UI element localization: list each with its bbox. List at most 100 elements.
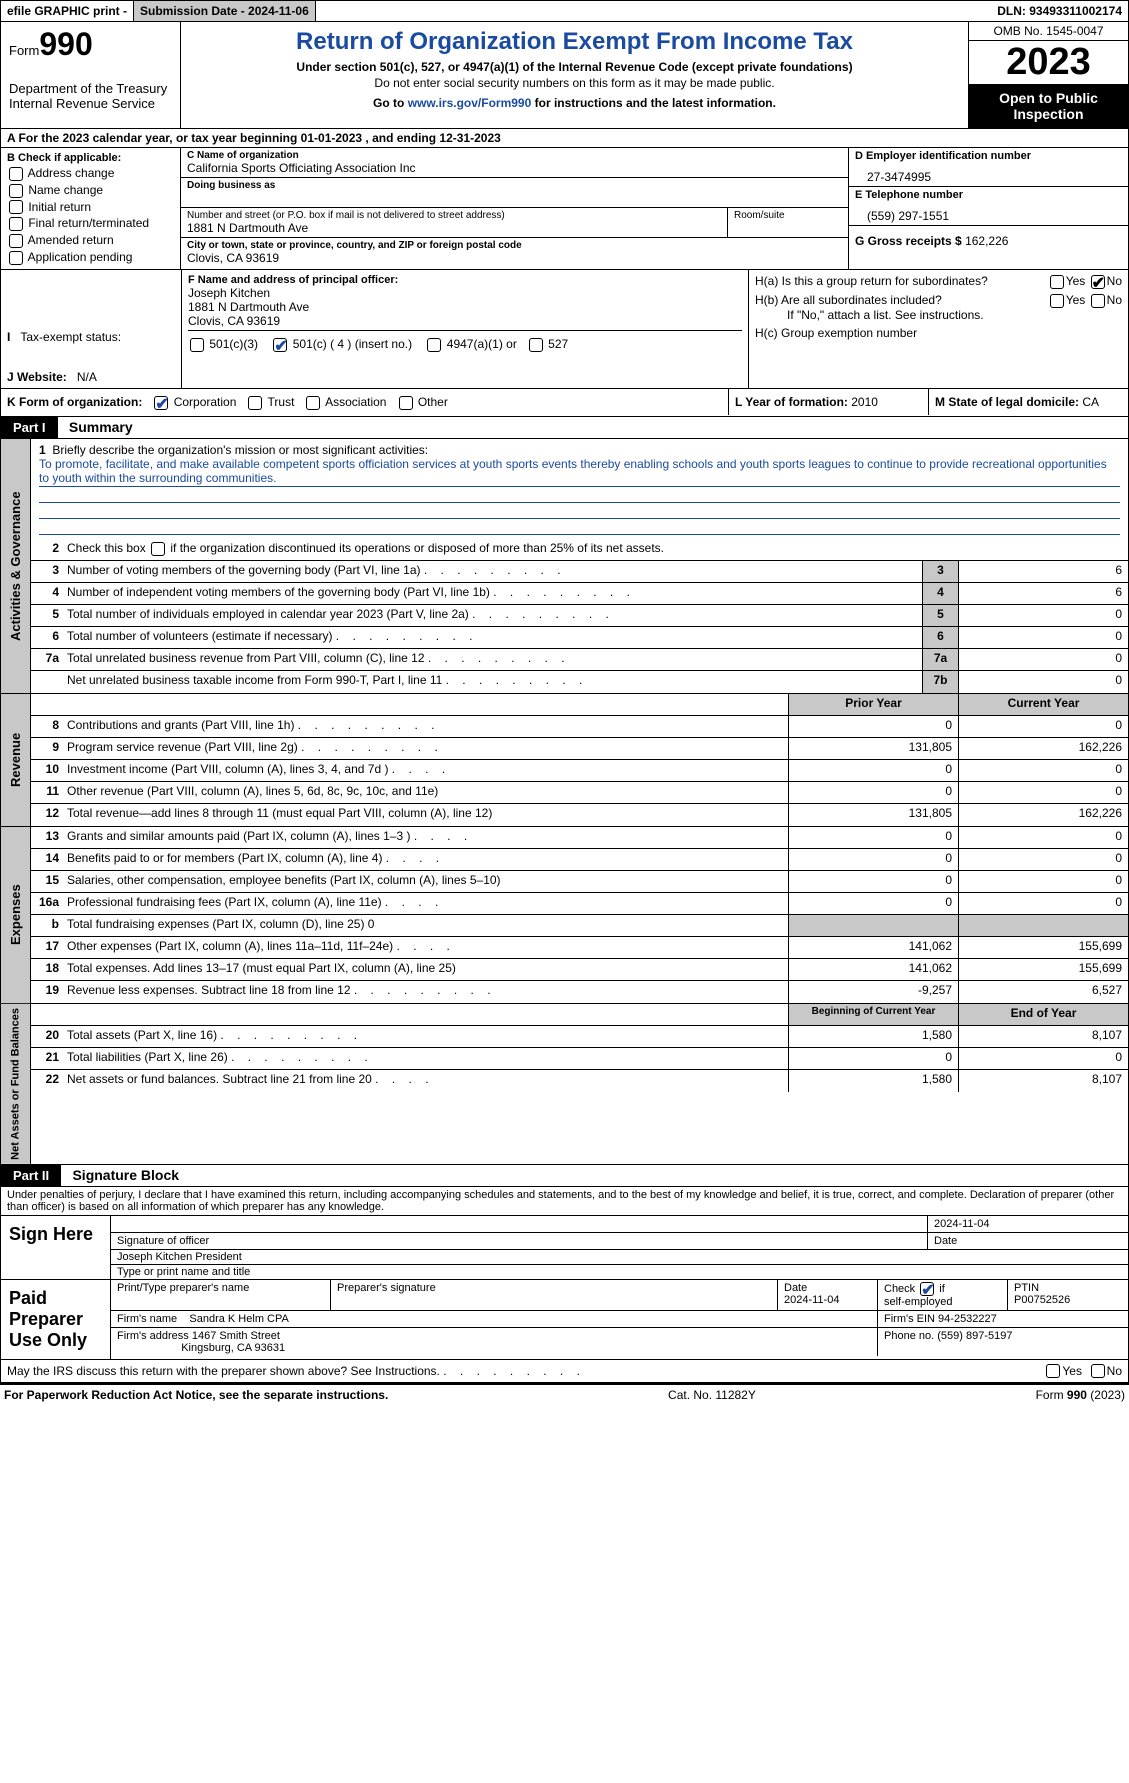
row-klm: K Form of organization: Corporation Trus…: [0, 389, 1129, 417]
opt-initial: Initial return: [7, 200, 174, 215]
line-5: 5Total number of individuals employed in…: [31, 605, 1128, 627]
line-22: 22Net assets or fund balances. Subtract …: [31, 1070, 1128, 1092]
room-label: Room/suite: [734, 210, 842, 221]
part2-num: Part II: [1, 1165, 61, 1186]
hb-row: H(b) Are all subordinates included? Yes …: [755, 293, 1122, 308]
street: 1881 N Dartmouth Ave: [187, 221, 721, 235]
goto-link-row: Go to www.irs.gov/Form990 for instructio…: [191, 96, 958, 110]
opt-final: Final return/terminated: [7, 216, 174, 231]
type-name-label: Type or print name and title: [111, 1265, 1128, 1279]
line-16a: 16aProfessional fundraising fees (Part I…: [31, 893, 1128, 915]
prep-row1: Print/Type preparer's name Preparer's si…: [111, 1280, 1128, 1311]
date-label: Date: [928, 1233, 1128, 1250]
ein: 27-3474995: [855, 162, 1122, 184]
ha-row: H(a) Is this a group return for subordin…: [755, 274, 1122, 289]
line-15: 15Salaries, other compensation, employee…: [31, 871, 1128, 893]
line-1: 1 Briefly describe the organization's mi…: [31, 439, 1128, 539]
footer-right: Form 990 (2023): [1036, 1388, 1125, 1402]
top-bar: efile GRAPHIC print - Submission Date - …: [0, 0, 1129, 22]
city: Clovis, CA 93619: [187, 251, 842, 265]
header-right: OMB No. 1545-0047 2023 Open to Public In…: [968, 22, 1128, 128]
line-12: 12Total revenue—add lines 8 through 11 (…: [31, 804, 1128, 826]
ein-cell: D Employer identification number 27-3474…: [849, 148, 1128, 187]
prep-row2: Firm's name Sandra K Helm CPA Firm's EIN…: [111, 1311, 1128, 1328]
row-i-label: I Tax-exempt status:: [7, 330, 175, 344]
header-left: Form990 Department of the Treasury Inter…: [1, 22, 181, 128]
ssn-warning: Do not enter social security numbers on …: [191, 76, 958, 90]
city-cell: City or town, state or province, country…: [181, 238, 848, 267]
line-17: 17Other expenses (Part IX, column (A), l…: [31, 937, 1128, 959]
netassets-table: Net Assets or Fund Balances Beginning of…: [0, 1004, 1129, 1165]
line-14: 14Benefits paid to or for members (Part …: [31, 849, 1128, 871]
row-m: M State of legal domicile: CA: [928, 389, 1128, 415]
footer-mid: Cat. No. 11282Y: [668, 1388, 756, 1402]
omb-number: OMB No. 1545-0047: [969, 22, 1128, 41]
line-21: 21Total liabilities (Part X, line 26)00: [31, 1048, 1128, 1070]
phone: (559) 297-1551: [855, 201, 1122, 223]
mission-text: To promote, facilitate, and make availab…: [39, 457, 1120, 487]
street-label: Number and street (or P.O. box if mail i…: [187, 210, 721, 221]
row-h: H(a) Is this a group return for subordin…: [748, 270, 1128, 388]
part1-header: Part I Summary: [0, 417, 1129, 439]
efile-label: efile GRAPHIC print -: [1, 1, 134, 21]
header-mid: Return of Organization Exempt From Incom…: [181, 22, 968, 128]
row-l: L Year of formation: 2010: [728, 389, 928, 415]
dba-cell: Doing business as: [181, 178, 848, 208]
rev-tab: Revenue: [1, 694, 31, 826]
irs-link[interactable]: www.irs.gov/Form990: [408, 96, 532, 110]
submission-date: Submission Date - 2024-11-06: [134, 1, 316, 21]
exp-tab: Expenses: [1, 827, 31, 1003]
dept-treasury: Department of the Treasury: [9, 81, 172, 96]
ha-label: H(a) Is this a group return for subordin…: [755, 274, 1048, 289]
block-bcd: B Check if applicable: Address change Na…: [0, 148, 1129, 270]
phone-label: E Telephone number: [855, 189, 1122, 201]
line-3: 3Number of voting members of the governi…: [31, 561, 1128, 583]
part1-title: Summary: [61, 419, 133, 435]
gross-label: G Gross receipts $: [855, 234, 965, 248]
sign-date: 2024-11-04: [928, 1216, 1128, 1233]
org-name: California Sports Officiating Associatio…: [187, 161, 842, 175]
discuss-row: May the IRS discuss this return with the…: [0, 1360, 1129, 1384]
city-label: City or town, state or province, country…: [187, 240, 842, 251]
spacer: [316, 8, 991, 14]
tax-status-opts: 501(c)(3) 501(c) ( 4 ) (insert no.) 4947…: [188, 331, 742, 358]
col-b: B Check if applicable: Address change Na…: [1, 148, 181, 269]
officer-sig-name: Joseph Kitchen President: [111, 1250, 1128, 1265]
dba-label: Doing business as: [187, 180, 842, 191]
paid-preparer-label: Paid Preparer Use Only: [1, 1280, 111, 1359]
public-inspection: Open to Public Inspection: [969, 84, 1128, 128]
line-20: 20Total assets (Part X, line 16)1,5808,1…: [31, 1026, 1128, 1048]
line-9: 9Program service revenue (Part VIII, lin…: [31, 738, 1128, 760]
line-11: 11Other revenue (Part VIII, column (A), …: [31, 782, 1128, 804]
officer-name: Joseph Kitchen: [188, 286, 742, 300]
phone-cell: E Telephone number (559) 297-1551: [849, 187, 1128, 226]
line-7a: 7aTotal unrelated business revenue from …: [31, 649, 1128, 671]
opt-address: Address change: [7, 166, 174, 181]
opt-amended: Amended return: [7, 233, 174, 248]
sig-officer-label: Signature of officer: [111, 1233, 928, 1250]
net-tab: Net Assets or Fund Balances: [1, 1004, 31, 1164]
sign-section: Sign Here 2024-11-04 Signature of office…: [0, 1216, 1129, 1280]
org-name-label: C Name of organization: [187, 150, 842, 161]
part2-header: Part II Signature Block: [0, 1165, 1129, 1187]
row-f: F Name and address of principal officer:…: [181, 270, 748, 388]
gross: 162,226: [965, 234, 1008, 248]
col-c: C Name of organization California Sports…: [181, 148, 848, 269]
part1-num: Part I: [1, 417, 58, 438]
tax-year: 2023: [969, 41, 1128, 84]
form-header: Form990 Department of the Treasury Inter…: [0, 22, 1129, 129]
period-row: A For the 2023 calendar year, or tax yea…: [0, 129, 1129, 148]
paid-preparer-section: Paid Preparer Use Only Print/Type prepar…: [0, 1280, 1129, 1360]
hb-note: If "No," attach a list. See instructions…: [755, 308, 1122, 322]
line-19: 19Revenue less expenses. Subtract line 1…: [31, 981, 1128, 1003]
line-16b: bTotal fundraising expenses (Part IX, co…: [31, 915, 1128, 937]
revenue-table: Revenue Prior YearCurrent Year 8Contribu…: [0, 694, 1129, 827]
prep-row3: Firm's address 1467 Smith Street Kingsbu…: [111, 1328, 1128, 1356]
row-f-h: I Tax-exempt status: J Website: N/A F Na…: [0, 270, 1129, 389]
officer-addr1: 1881 N Dartmouth Ave: [188, 300, 742, 314]
line-13: 13Grants and similar amounts paid (Part …: [31, 827, 1128, 849]
row-i-j: I Tax-exempt status: J Website: N/A: [1, 270, 181, 388]
hb-label: H(b) Are all subordinates included?: [755, 293, 1048, 308]
gov-tab: Activities & Governance: [1, 439, 31, 693]
line-2: 2Check this box if the organization disc…: [31, 539, 1128, 561]
